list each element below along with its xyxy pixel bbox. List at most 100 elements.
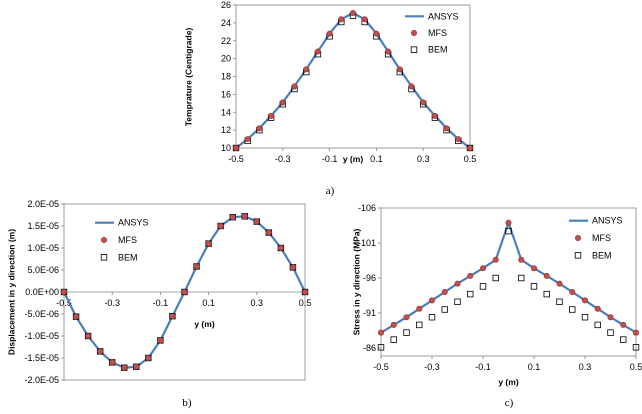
- mfs-point-a: [338, 16, 345, 23]
- mfs-point-c: [530, 265, 537, 272]
- mfs-point-c: [377, 329, 384, 336]
- y-tick-label-a: 24: [221, 18, 231, 28]
- mfs-point-c: [543, 272, 550, 279]
- y-tick-label-b: 1.0E-05: [27, 243, 59, 253]
- legend-label-bem-c: BEM: [592, 250, 612, 260]
- y-tick-label-a: 18: [221, 72, 231, 82]
- bem-point-c: [403, 329, 410, 336]
- mfs-point-a: [420, 99, 427, 106]
- x-tick-label-c: -0.3: [424, 362, 440, 372]
- mfs-point-b: [169, 313, 176, 320]
- x-axis-label-c: y (m): [498, 377, 518, 387]
- x-tick-label-a: 0.3: [417, 154, 430, 164]
- x-tick-label-a: 0.1: [370, 154, 383, 164]
- bem-point-c: [454, 298, 461, 305]
- mfs-point-c: [607, 314, 614, 321]
- mfs-point-b: [253, 218, 260, 225]
- mfs-point-b: [73, 313, 80, 320]
- mfs-point-b: [157, 337, 164, 344]
- mfs-point-a: [268, 112, 275, 119]
- mfs-point-a: [291, 83, 298, 90]
- y-tick-label-c: -86: [363, 343, 376, 353]
- legend-label-ansys-a: ANSYS: [428, 11, 459, 21]
- y-tick-label-a: 20: [221, 54, 231, 64]
- mfs-point-c: [556, 280, 563, 287]
- mfs-point-c: [454, 280, 461, 287]
- y-tick-label-c: -101: [358, 238, 376, 248]
- legend-mfs-swatch-a: [410, 29, 417, 36]
- mfs-point-b: [133, 363, 140, 370]
- mfs-point-a: [326, 30, 333, 37]
- bem-point-c: [543, 290, 550, 298]
- mfs-point-b: [109, 359, 116, 366]
- mfs-point-b: [301, 288, 308, 295]
- y-axis-label-a: Temprature (Centigrade): [183, 28, 193, 127]
- x-tick-label-b: -0.1: [153, 298, 169, 308]
- mfs-point-c: [428, 297, 435, 304]
- legend-bem-swatch-c: [574, 252, 582, 259]
- x-tick-label-c: 0.3: [579, 362, 592, 372]
- y-tick-label-b: 0.0E+00: [25, 287, 59, 297]
- legend-label-ansys-c: ANSYS: [592, 216, 623, 226]
- x-tick-label-a: 0.5: [464, 154, 477, 164]
- mfs-point-c: [594, 305, 601, 312]
- mfs-point-c: [632, 329, 639, 336]
- mfs-point-b: [265, 229, 272, 236]
- x-tick-label-b: 0.1: [202, 298, 215, 308]
- mfs-point-b: [85, 332, 92, 339]
- mfs-point-b: [229, 214, 236, 221]
- mfs-point-a: [455, 136, 462, 143]
- y-tick-label-a: 10: [221, 143, 231, 153]
- y-tick-label-c: -96: [363, 273, 376, 283]
- mfs-point-b: [60, 288, 67, 295]
- mfs-point-c: [390, 321, 397, 328]
- mfs-point-a: [256, 125, 263, 132]
- mfs-point-b: [121, 364, 128, 371]
- mfs-point-a: [396, 66, 403, 73]
- y-tick-label-a: 12: [221, 125, 231, 135]
- y-tick-label-b: -1.0E-05: [24, 331, 59, 341]
- x-axis-label-a: y (m): [343, 154, 363, 164]
- x-tick-label-c: -0.5: [373, 362, 389, 372]
- mfs-point-b: [217, 223, 224, 230]
- bem-point-c: [416, 321, 423, 329]
- mfs-point-b: [277, 245, 284, 252]
- bem-point-c: [377, 344, 385, 351]
- mfs-point-c: [505, 219, 512, 226]
- bem-point-c: [569, 306, 576, 313]
- bem-point-c: [492, 274, 499, 282]
- y-tick-label-a: 14: [221, 107, 231, 117]
- legend-bem-swatch-b: [100, 254, 108, 261]
- x-tick-label-b: 0.5: [299, 298, 312, 308]
- y-tick-label-b: 5.0E-06: [27, 265, 59, 275]
- bem-point-c: [441, 306, 448, 313]
- y-tick-label-c: -106: [358, 203, 376, 213]
- mfs-point-a: [431, 112, 438, 119]
- y-tick-label-c: -91: [363, 308, 376, 318]
- x-tick-label-b: -0.5: [56, 298, 72, 308]
- legend-label-mfs-b: MFS: [118, 235, 137, 245]
- y-tick-label-b: 1.5E-05: [27, 221, 59, 231]
- mfs-point-a: [314, 48, 321, 55]
- y-tick-label-a: 26: [221, 0, 231, 10]
- y-axis-label-c: Stress in y direction (MPa): [351, 228, 361, 335]
- y-tick-label-b: -5.0E-06: [24, 309, 59, 319]
- x-tick-label-a: -0.3: [275, 154, 291, 164]
- y-tick-label-a: 16: [221, 89, 231, 99]
- legend-label-mfs-c: MFS: [592, 233, 611, 243]
- mfs-point-a: [233, 145, 240, 152]
- mfs-point-b: [241, 213, 248, 220]
- mfs-point-a: [361, 16, 368, 23]
- mfs-point-a: [385, 48, 392, 55]
- panel-caption-c: c): [505, 397, 514, 409]
- bem-point-c: [428, 313, 436, 321]
- mfs-point-c: [479, 265, 486, 272]
- mfs-point-b: [97, 348, 104, 355]
- x-tick-label-c: 0.5: [630, 362, 642, 372]
- bem-point-c: [390, 336, 397, 343]
- legend-mfs-swatch-b: [101, 237, 108, 244]
- legend-label-ansys-b: ANSYS: [118, 218, 149, 228]
- x-tick-label-c: -0.1: [475, 362, 491, 372]
- x-tick-label-b: 0.3: [251, 298, 264, 308]
